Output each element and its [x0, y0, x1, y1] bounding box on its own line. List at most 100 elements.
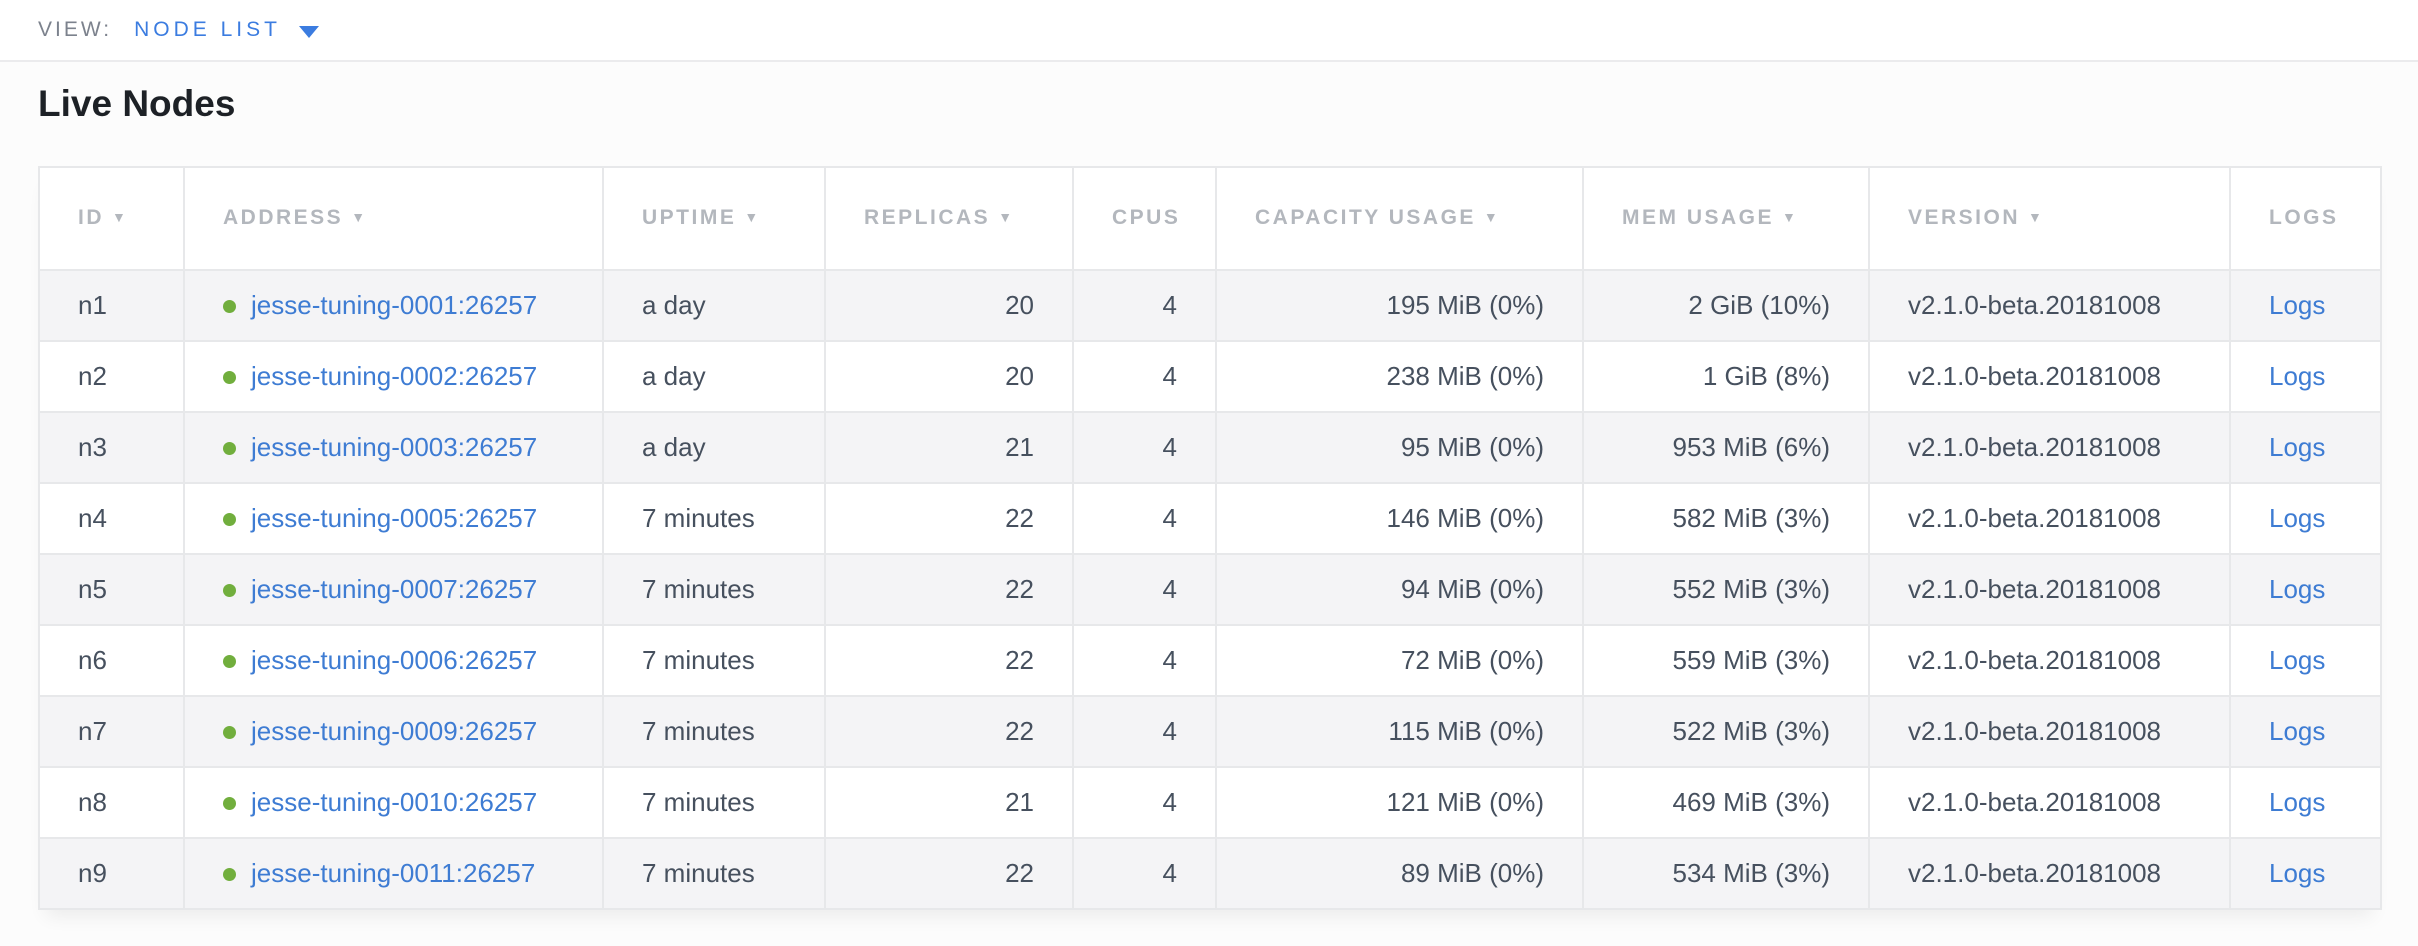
node-address-link[interactable]: jesse-tuning-0009:26257: [251, 715, 538, 746]
node-logs-link[interactable]: Logs: [2269, 431, 2326, 462]
cell-id: n5: [38, 552, 185, 626]
cell-uptime: a day: [602, 410, 826, 484]
cell-id: n1: [38, 268, 185, 342]
node-logs-link[interactable]: Logs: [2269, 644, 2326, 675]
cell-capacity: 146 MiB (0%): [1215, 481, 1584, 555]
node-logs-link[interactable]: Logs: [2269, 715, 2326, 746]
dropdown-triangle-icon: [298, 25, 319, 38]
cell-id: n6: [38, 623, 185, 697]
sort-desc-arrow-icon: ▼: [1782, 209, 1799, 226]
cell-version: v2.1.0-beta.20181008: [1868, 836, 2231, 910]
cell-id: n2: [38, 339, 185, 413]
node-live-status-icon: [223, 441, 236, 455]
cell-uptime: 7 minutes: [602, 481, 826, 555]
cell-uptime: a day: [602, 339, 826, 413]
cell-mem: 582 MiB (3%): [1582, 481, 1870, 555]
cell-version: v2.1.0-beta.20181008: [1868, 694, 2231, 768]
cell-address: jesse-tuning-0001:26257: [183, 268, 604, 342]
cell-capacity: 121 MiB (0%): [1215, 765, 1584, 839]
column-header-capacity[interactable]: CAPACITY USAGE ▼: [1215, 165, 1584, 271]
sort-desc-arrow-icon: ▼: [998, 209, 1015, 226]
node-address-link[interactable]: jesse-tuning-0003:26257: [251, 431, 538, 462]
cell-id: n4: [38, 481, 185, 555]
node-address-link[interactable]: jesse-tuning-0005:26257: [251, 502, 538, 533]
node-address-link[interactable]: jesse-tuning-0007:26257: [251, 573, 538, 604]
cell-logs: Logs: [2229, 339, 2382, 413]
cell-mem: 534 MiB (3%): [1582, 836, 1870, 910]
column-label: MEM USAGE: [1622, 206, 1775, 230]
view-label: VIEW:: [38, 18, 113, 41]
node-logs-link[interactable]: Logs: [2269, 573, 2326, 604]
cell-uptime: 7 minutes: [602, 765, 826, 839]
node-row-n1: n1 jesse-tuning-0001:26257 a day 20 4 195 MiB…: [38, 268, 2382, 342]
node-logs-link[interactable]: Logs: [2269, 786, 2326, 817]
column-header-uptime[interactable]: UPTIME ▼: [602, 165, 826, 271]
node-row-n9: n9 jesse-tuning-0011:26257 7 minutes 22 4 89 …: [38, 836, 2382, 910]
node-live-status-icon: [223, 796, 236, 810]
cell-capacity: 94 MiB (0%): [1215, 552, 1584, 626]
cell-cpus: 4: [1072, 694, 1217, 768]
column-header-address[interactable]: ADDRESS ▼: [183, 165, 604, 271]
column-header-version[interactable]: VERSION ▼: [1868, 165, 2231, 271]
cell-uptime: a day: [602, 268, 826, 342]
column-label: UPTIME: [642, 206, 737, 230]
column-label: LOGS: [2269, 206, 2339, 230]
cell-mem: 559 MiB (3%): [1582, 623, 1870, 697]
node-row-n7: n7 jesse-tuning-0009:26257 7 minutes 22 4 115…: [38, 694, 2382, 768]
view-selected-value: NODE LIST: [134, 18, 281, 41]
sort-desc-arrow-icon: ▼: [1483, 209, 1501, 226]
node-address-link[interactable]: jesse-tuning-0011:26257: [251, 857, 536, 888]
cell-capacity: 238 MiB (0%): [1215, 339, 1584, 413]
cell-cpus: 4: [1072, 552, 1217, 626]
column-label: REPLICAS: [864, 206, 991, 230]
cell-cpus: 4: [1072, 410, 1217, 484]
column-header-replicas[interactable]: REPLICAS ▼: [824, 165, 1074, 271]
node-address-link[interactable]: jesse-tuning-0002:26257: [251, 360, 538, 391]
node-row-n3: n3 jesse-tuning-0003:26257 a day 21 4 95 MiB …: [38, 410, 2382, 484]
cell-version: v2.1.0-beta.20181008: [1868, 623, 2231, 697]
column-label: CPUS: [1112, 206, 1181, 230]
cell-uptime: 7 minutes: [602, 623, 826, 697]
sort-desc-arrow-icon: ▼: [744, 209, 761, 226]
cell-logs: Logs: [2229, 765, 2382, 839]
live-nodes-table: ID ▼ ADDRESS ▼ UPTIME ▼ REPLICAS ▼ CPUS CAPACITY …: [38, 165, 2382, 910]
table-body: n1 jesse-tuning-0001:26257 a day 20 4 195 MiB…: [38, 268, 2382, 910]
node-live-status-icon: [223, 867, 236, 881]
cell-capacity: 195 MiB (0%): [1215, 268, 1584, 342]
node-live-status-icon: [223, 512, 236, 526]
cell-cpus: 4: [1072, 481, 1217, 555]
column-header-mem[interactable]: MEM USAGE ▼: [1582, 165, 1870, 271]
node-logs-link[interactable]: Logs: [2269, 502, 2326, 533]
live-nodes-table-container: ID ▼ ADDRESS ▼ UPTIME ▼ REPLICAS ▼ CPUS CAPACITY …: [38, 165, 2382, 910]
node-live-status-icon: [223, 299, 236, 313]
view-selector-dropdown[interactable]: NODE LIST: [134, 18, 319, 42]
cell-replicas: 22: [824, 836, 1074, 910]
cell-replicas: 22: [824, 552, 1074, 626]
node-address-link[interactable]: jesse-tuning-0010:26257: [251, 786, 538, 817]
cell-address: jesse-tuning-0005:26257: [183, 481, 604, 555]
column-header-id[interactable]: ID ▼: [38, 165, 185, 271]
node-row-n2: n2 jesse-tuning-0002:26257 a day 20 4 238 MiB…: [38, 339, 2382, 413]
node-logs-link[interactable]: Logs: [2269, 857, 2326, 888]
page-title: Live Nodes: [38, 83, 236, 124]
node-logs-link[interactable]: Logs: [2269, 289, 2326, 320]
cell-id: n8: [38, 765, 185, 839]
node-address-link[interactable]: jesse-tuning-0001:26257: [251, 289, 538, 320]
cell-version: v2.1.0-beta.20181008: [1868, 268, 2231, 342]
cell-id: n7: [38, 694, 185, 768]
node-address-link[interactable]: jesse-tuning-0006:26257: [251, 644, 538, 675]
column-label: VERSION: [1908, 206, 2021, 230]
cell-uptime: 7 minutes: [602, 552, 826, 626]
view-bar: VIEW: NODE LIST: [0, 0, 2418, 62]
cell-version: v2.1.0-beta.20181008: [1868, 765, 2231, 839]
node-logs-link[interactable]: Logs: [2269, 360, 2326, 391]
cell-capacity: 89 MiB (0%): [1215, 836, 1584, 910]
cell-version: v2.1.0-beta.20181008: [1868, 481, 2231, 555]
node-live-status-icon: [223, 725, 236, 739]
cell-address: jesse-tuning-0006:26257: [183, 623, 604, 697]
cell-address: jesse-tuning-0010:26257: [183, 765, 604, 839]
cell-cpus: 4: [1072, 623, 1217, 697]
node-row-n4: n4 jesse-tuning-0005:26257 7 minutes 22 4 146…: [38, 481, 2382, 555]
cell-logs: Logs: [2229, 623, 2382, 697]
cell-mem: 522 MiB (3%): [1582, 694, 1870, 768]
